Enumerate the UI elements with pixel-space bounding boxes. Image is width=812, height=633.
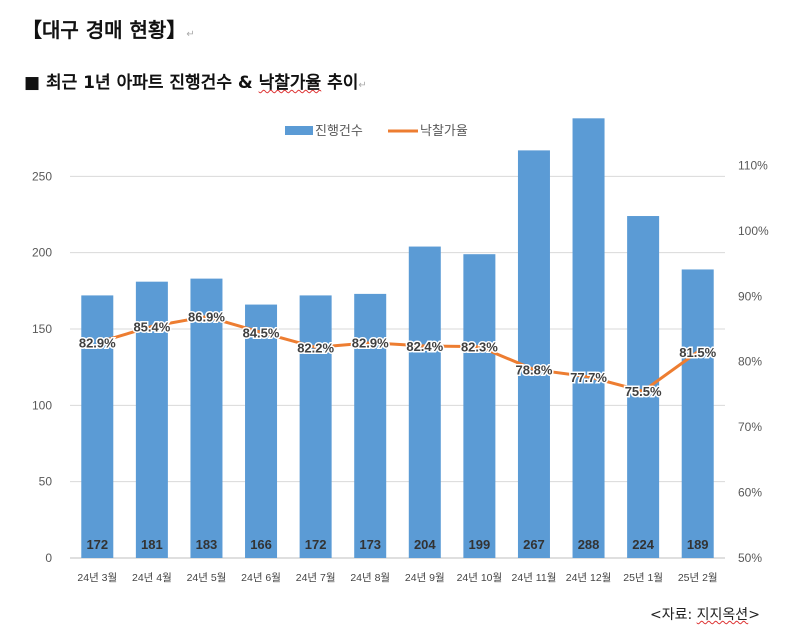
legend-swatch-bar	[285, 126, 313, 135]
bar-value-label: 189	[687, 537, 709, 552]
legend-label: 진행건수	[315, 123, 363, 138]
title-text: 【대구 경매 현황】	[22, 18, 187, 42]
line-value-label: 85.4%	[133, 319, 170, 334]
right-tick-label: 70%	[738, 420, 762, 434]
bar-value-label: 173	[359, 537, 381, 552]
line-value-label: 82.4%	[406, 339, 443, 354]
bar	[681, 269, 714, 558]
bar-value-label: 172	[305, 537, 327, 552]
line-value-label: 82.3%	[461, 340, 498, 355]
x-tick-label: 24년 4월	[132, 572, 172, 584]
x-tick-label: 25년 1월	[623, 572, 663, 584]
line-value-label: 82.9%	[79, 336, 116, 351]
bar-value-label: 183	[196, 537, 218, 552]
x-tick-label: 24년 5월	[187, 572, 227, 584]
bar-value-label: 166	[250, 537, 272, 552]
left-tick-label: 50	[39, 475, 53, 489]
x-tick-label: 24년 3월	[77, 572, 117, 584]
source-prefix: <자료:	[650, 607, 697, 623]
right-tick-label: 80%	[738, 355, 762, 369]
left-tick-label: 150	[32, 322, 52, 336]
line-value-label: 75.5%	[625, 384, 662, 399]
x-tick-label: 24년 10월	[457, 572, 503, 584]
bar	[408, 246, 441, 558]
x-tick-label: 24년 11월	[512, 572, 557, 584]
x-tick-label: 24년 8월	[350, 572, 390, 584]
paragraph-mark: ↵	[186, 29, 195, 40]
heading-underlined: 낙찰가율	[258, 73, 322, 93]
right-tick-label: 50%	[738, 551, 762, 565]
right-tick-label: 100%	[738, 224, 769, 238]
x-tick-label: 24년 7월	[296, 572, 336, 584]
x-tick-label: 25년 2월	[678, 572, 718, 584]
bar	[463, 254, 496, 558]
x-tick-label: 24년 12월	[566, 572, 612, 584]
bar-value-label: 288	[578, 537, 600, 552]
bar-value-label: 267	[523, 537, 545, 552]
bar-value-label: 181	[141, 537, 163, 552]
bar	[245, 304, 278, 558]
bar	[517, 150, 550, 558]
line-value-label: 82.9%	[352, 336, 389, 351]
right-tick-label: 90%	[738, 289, 762, 303]
legend-label: 낙찰가율	[420, 123, 468, 138]
line-value-label: 78.8%	[516, 363, 553, 378]
x-tick-label: 24년 9월	[405, 572, 445, 584]
left-tick-label: 100	[32, 398, 52, 412]
line-value-label: 81.5%	[679, 345, 716, 360]
bar-value-label: 224	[632, 537, 654, 552]
bar	[354, 293, 387, 558]
source-name: 지지옥션	[696, 607, 749, 623]
document-title: 【대구 경매 현황】↵	[22, 14, 195, 43]
x-tick-label: 24년 6월	[241, 572, 281, 584]
bar-value-label: 172	[86, 537, 108, 552]
bar-value-label: 199	[469, 537, 491, 552]
line-value-label: 77.7%	[570, 370, 607, 385]
rate-line	[96, 315, 699, 393]
paragraph-mark: ↵	[358, 80, 367, 91]
line-value-label: 86.9%	[188, 310, 225, 325]
left-tick-label: 250	[32, 169, 52, 183]
bar	[299, 295, 332, 558]
bar-value-label: 204	[414, 537, 436, 552]
right-tick-label: 110%	[738, 158, 768, 172]
chart-heading: ■ 최근 1년 아파트 진행건수 & 낙찰가율 추이↵	[24, 68, 367, 93]
heading-prefix: ■ 최근 1년 아파트 진행건수 &	[24, 73, 259, 93]
left-tick-label: 0	[45, 551, 52, 565]
heading-suffix: 추이	[321, 73, 359, 93]
right-tick-label: 60%	[738, 486, 762, 500]
source-note: <자료: 지지옥션>	[650, 604, 760, 624]
bar	[190, 278, 223, 558]
bar	[572, 118, 605, 558]
source-suffix: >	[748, 607, 760, 623]
left-tick-label: 200	[32, 246, 52, 260]
line-value-label: 82.2%	[297, 340, 334, 355]
line-value-label: 84.5%	[243, 325, 280, 340]
